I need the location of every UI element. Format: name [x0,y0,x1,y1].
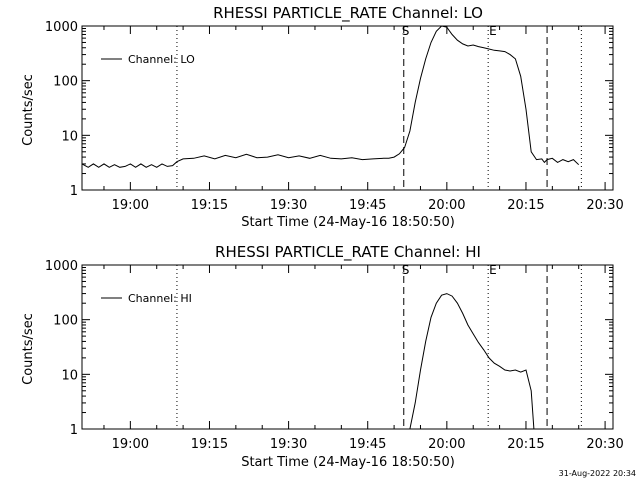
x-tick-label: 19:30 [270,437,307,452]
x-tick-label: 19:15 [191,437,228,452]
x-tick-label: 20:30 [586,437,623,452]
x-tick-labels: 19:00 19:15 19:30 19:45 20:00 20:15 20:3… [112,198,624,213]
x-tick-label: 19:45 [349,198,386,213]
series-line [409,293,535,429]
x-tick-label: 19:15 [191,198,228,213]
y-axis-label: Counts/sec [21,74,36,146]
plot-frame [81,264,614,430]
chart-title: RHESSI PARTICLE_RATE Channel: HI [215,243,481,262]
marker-label-end: E [489,24,497,38]
y-tick-label: 100 [53,75,78,90]
legend-label: Channel: HI [128,292,192,305]
panel-channel-lo: RHESSI PARTICLE_RATE Channel: LO Counts/… [21,4,624,230]
x-axis-label: Start Time (24-May-16 18:50:50) [241,455,455,470]
x-tick-label: 19:30 [270,198,307,213]
chart-title: RHESSI PARTICLE_RATE Channel: LO [213,4,483,23]
y-tick-label: 10 [61,368,78,383]
plot-frame [81,25,614,191]
y-tick-labels: 1 10 100 1000 [45,259,78,438]
marker-label-end: E [489,263,497,277]
y-tick-label: 1000 [45,20,78,35]
panel-channel-hi: RHESSI PARTICLE_RATE Channel: HI Counts/… [21,243,624,470]
x-tick-label: 20:15 [507,437,544,452]
x-tick-labels: 19:00 19:15 19:30 19:45 20:00 20:15 20:3… [112,437,624,452]
y-tick-label: 10 [61,129,78,144]
x-tick-label: 20:00 [428,198,465,213]
legend-label: Channel: LO [128,53,195,66]
y-tick-label: 1 [70,423,78,438]
x-tick-label: 19:45 [349,437,386,452]
x-tick-label: 20:30 [586,198,623,213]
y-axis-label: Counts/sec [21,313,36,385]
x-tick-label: 19:00 [112,198,149,213]
y-tick-labels: 1 10 100 1000 [45,20,78,199]
marker-label-start: S [402,263,410,277]
marker-label-start: S [402,24,410,38]
series-line [82,26,580,168]
y-tick-label: 100 [53,314,78,329]
x-tick-label: 20:15 [507,198,544,213]
x-tick-label: 20:00 [428,437,465,452]
x-tick-label: 19:00 [112,437,149,452]
footer-timestamp: 31-Aug-2022 20:34 [559,469,636,478]
y-tick-label: 1000 [45,259,78,274]
x-axis-label: Start Time (24-May-16 18:50:50) [241,215,455,230]
y-tick-label: 1 [70,184,78,199]
